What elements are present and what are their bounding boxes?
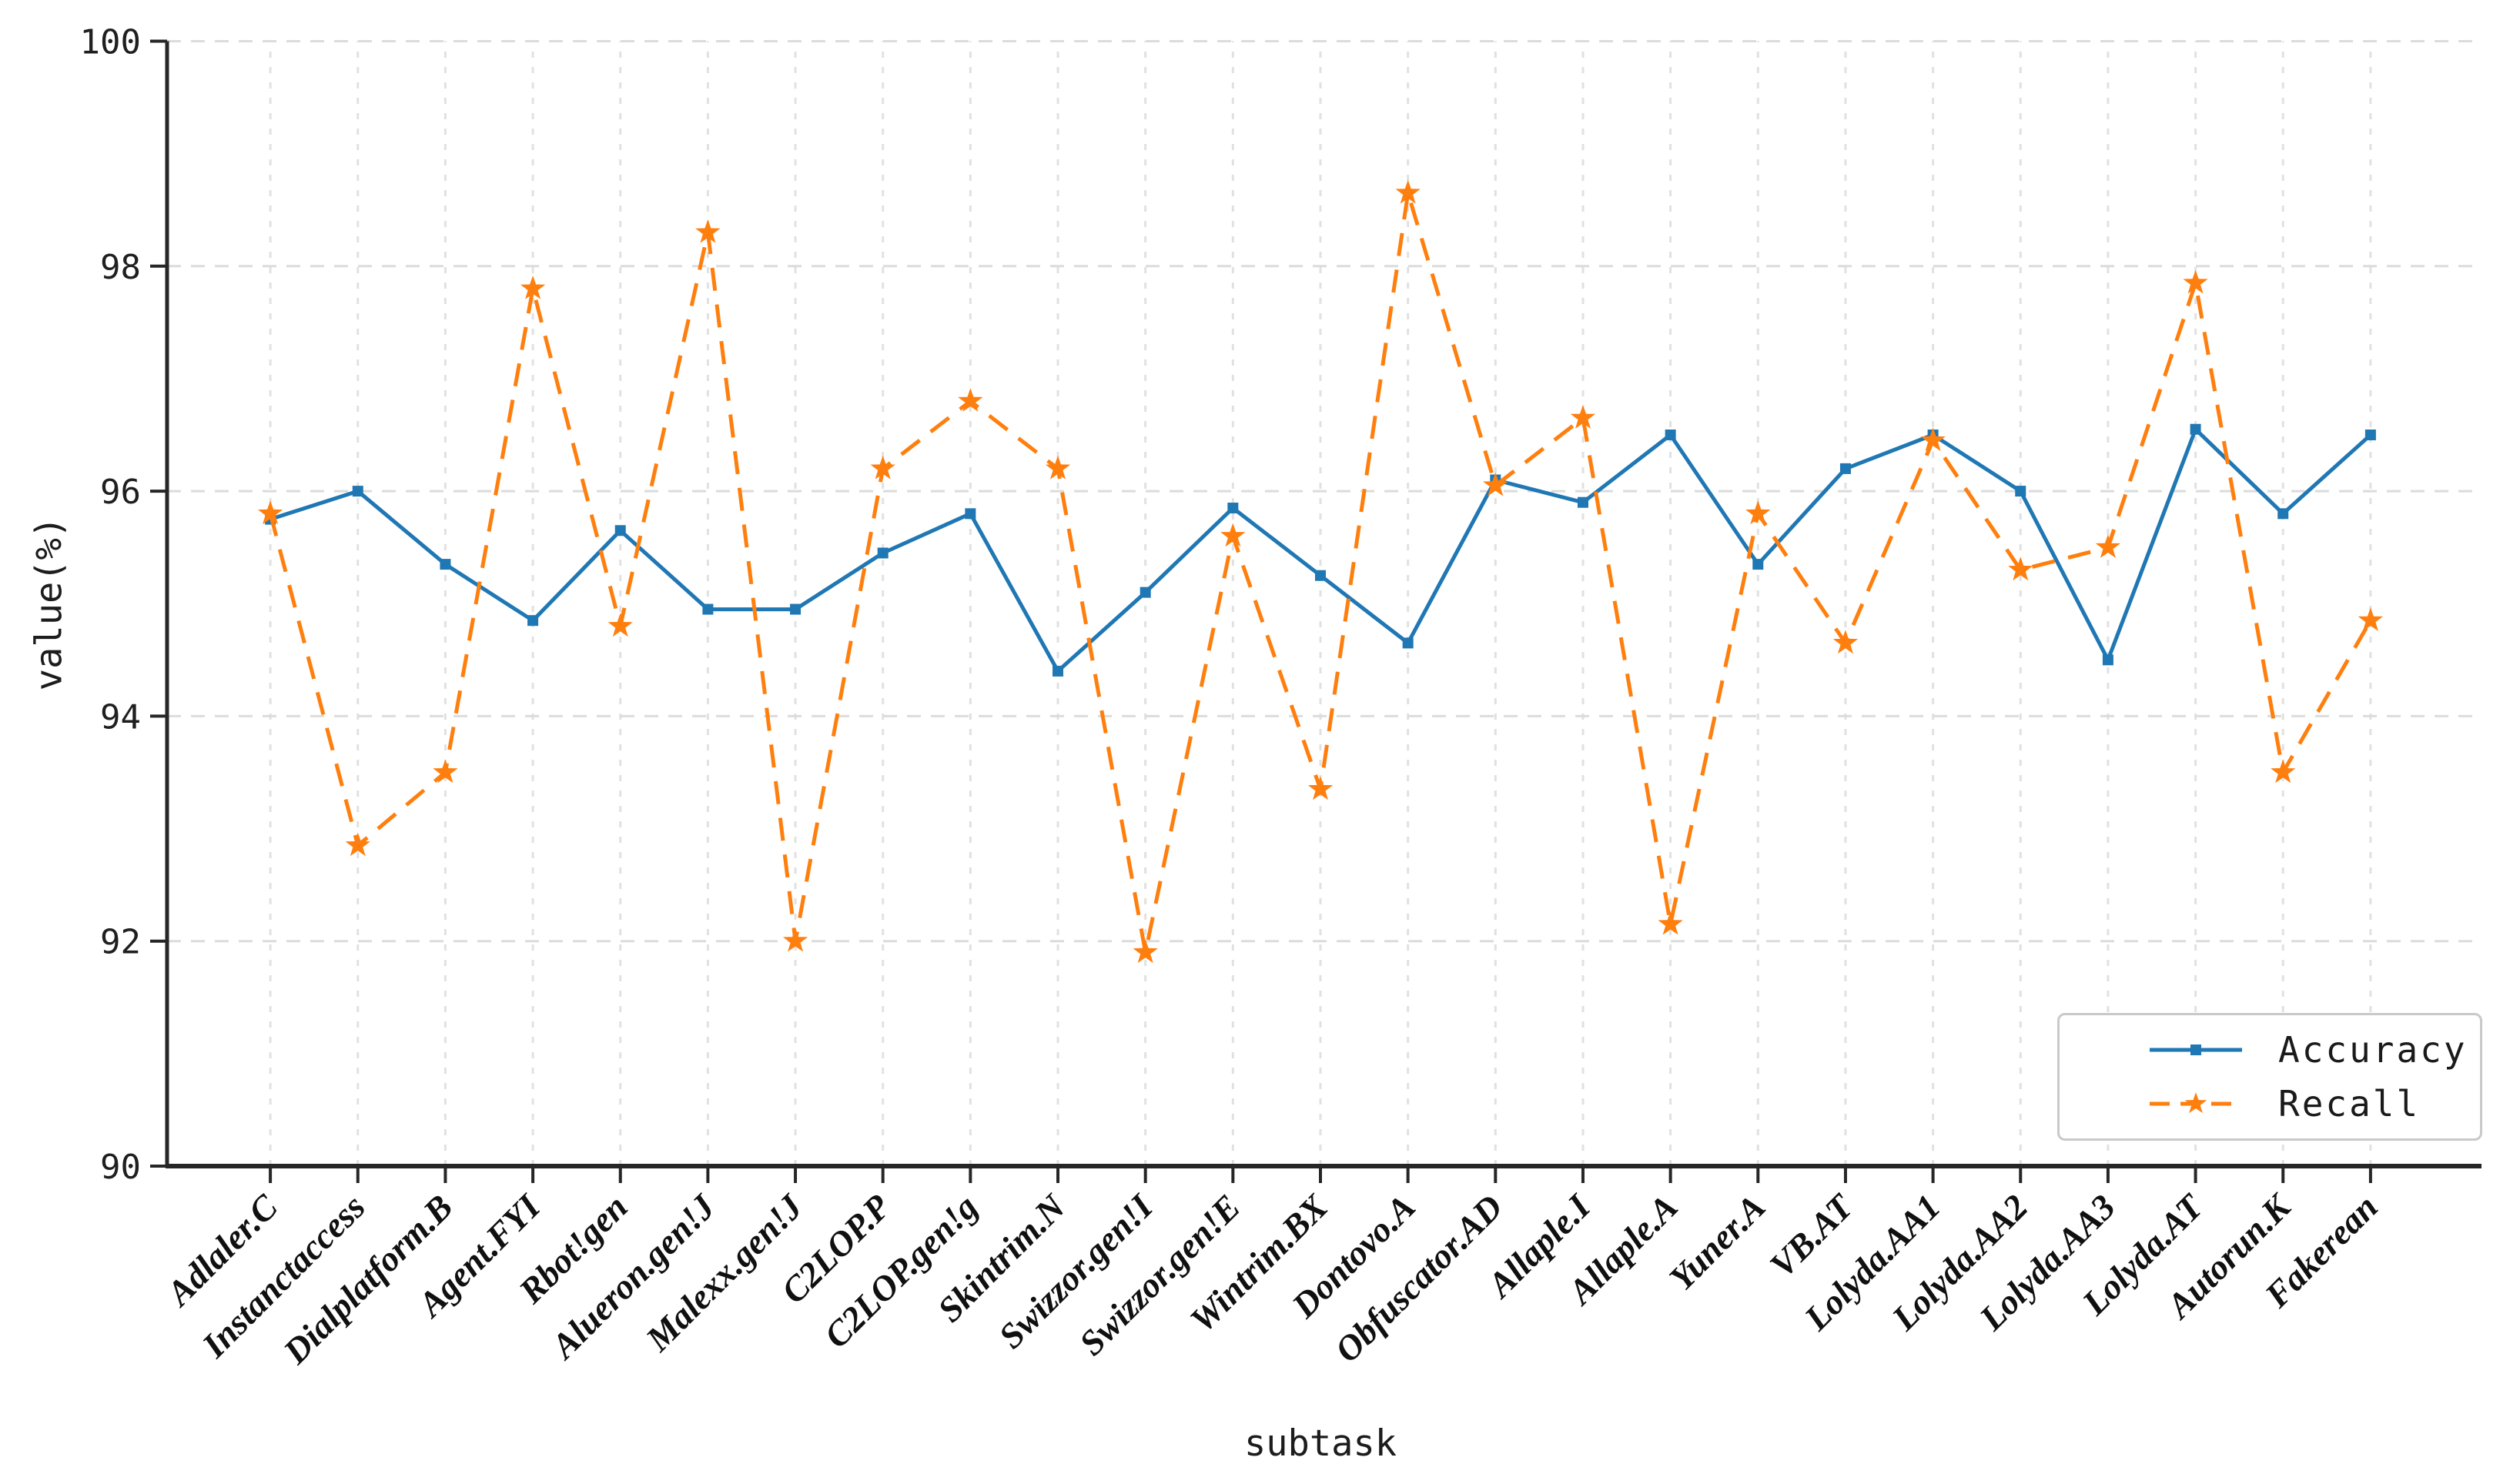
accuracy-point xyxy=(1665,429,1676,441)
accuracy-point xyxy=(440,559,451,570)
recall-point xyxy=(345,832,370,857)
accuracy-sample-marker xyxy=(2190,1044,2201,1055)
y-tick-label: 100 xyxy=(80,23,141,62)
legend-item-recall: Recall xyxy=(2060,1079,2480,1128)
recall-point xyxy=(1395,179,1421,204)
recall-markers xyxy=(257,179,2384,964)
recall-point xyxy=(1920,427,1946,452)
accuracy-point xyxy=(2190,423,2201,435)
recall-point xyxy=(1832,630,1859,654)
recall-point xyxy=(2095,534,2121,558)
legend: Accuracy Recall xyxy=(2057,1013,2482,1141)
recall-point xyxy=(958,388,983,412)
accuracy-point xyxy=(2102,654,2113,666)
accuracy-point xyxy=(2015,486,2026,497)
accuracy-point xyxy=(1752,559,1764,570)
accuracy-point xyxy=(527,615,539,627)
accuracy-point xyxy=(790,603,802,615)
x-axis-title: subtask xyxy=(1243,1422,1397,1465)
legend-label-accuracy: Accuracy xyxy=(2278,1029,2468,1071)
recall-line-sample xyxy=(2150,1092,2242,1114)
recall-point xyxy=(1745,500,1771,525)
accuracy-point xyxy=(1053,665,1064,677)
accuracy-point xyxy=(614,525,626,536)
recall-point xyxy=(1220,523,1246,547)
accuracy-point xyxy=(1577,496,1588,508)
recall-point xyxy=(1483,472,1508,496)
legend-label-recall: Recall xyxy=(2278,1083,2421,1125)
accuracy-point xyxy=(1315,570,1326,581)
recall-point xyxy=(695,219,721,243)
recall-sample-marker xyxy=(2184,1092,2207,1114)
recall-point xyxy=(870,455,895,480)
vertical-gridlines xyxy=(269,41,2372,1166)
accuracy-point xyxy=(877,547,889,559)
y-tick-label: 94 xyxy=(100,697,141,737)
y-tick-label: 92 xyxy=(100,923,141,962)
recall-point xyxy=(607,613,633,637)
legend-item-accuracy: Accuracy xyxy=(2060,1025,2480,1075)
recall-point xyxy=(433,759,458,784)
recall-point xyxy=(2271,759,2296,784)
y-tick-label: 96 xyxy=(100,473,141,512)
recall-point xyxy=(782,928,808,952)
recall-point xyxy=(2183,269,2208,294)
recall-point xyxy=(520,276,546,299)
accuracy-point xyxy=(1402,637,1414,649)
accuracy-point xyxy=(352,486,363,497)
y-axis-title: value(%) xyxy=(28,516,71,691)
recall-point xyxy=(1658,911,1683,935)
recall-point xyxy=(1133,939,1158,964)
recall-point xyxy=(2008,556,2033,581)
recall-point xyxy=(257,500,283,525)
recall-point xyxy=(1045,455,1071,480)
accuracy-line-sample xyxy=(2150,1044,2242,1055)
accuracy-point xyxy=(965,508,976,520)
recall-point xyxy=(1307,776,1334,800)
accuracy-point xyxy=(2364,429,2376,441)
accuracy-point xyxy=(2277,508,2289,520)
y-tick-label: 90 xyxy=(100,1148,141,1187)
accuracy-point xyxy=(1227,503,1239,514)
y-tick-label: 98 xyxy=(100,248,141,287)
accuracy-point xyxy=(702,603,714,615)
accuracy-point xyxy=(1140,587,1151,598)
x-tick-label: Yuner.A xyxy=(1662,1187,1772,1298)
accuracy-point xyxy=(1839,463,1851,474)
recall-point xyxy=(1570,405,1596,429)
horizontal-gridlines xyxy=(167,40,2474,943)
recall-point xyxy=(2358,607,2384,631)
